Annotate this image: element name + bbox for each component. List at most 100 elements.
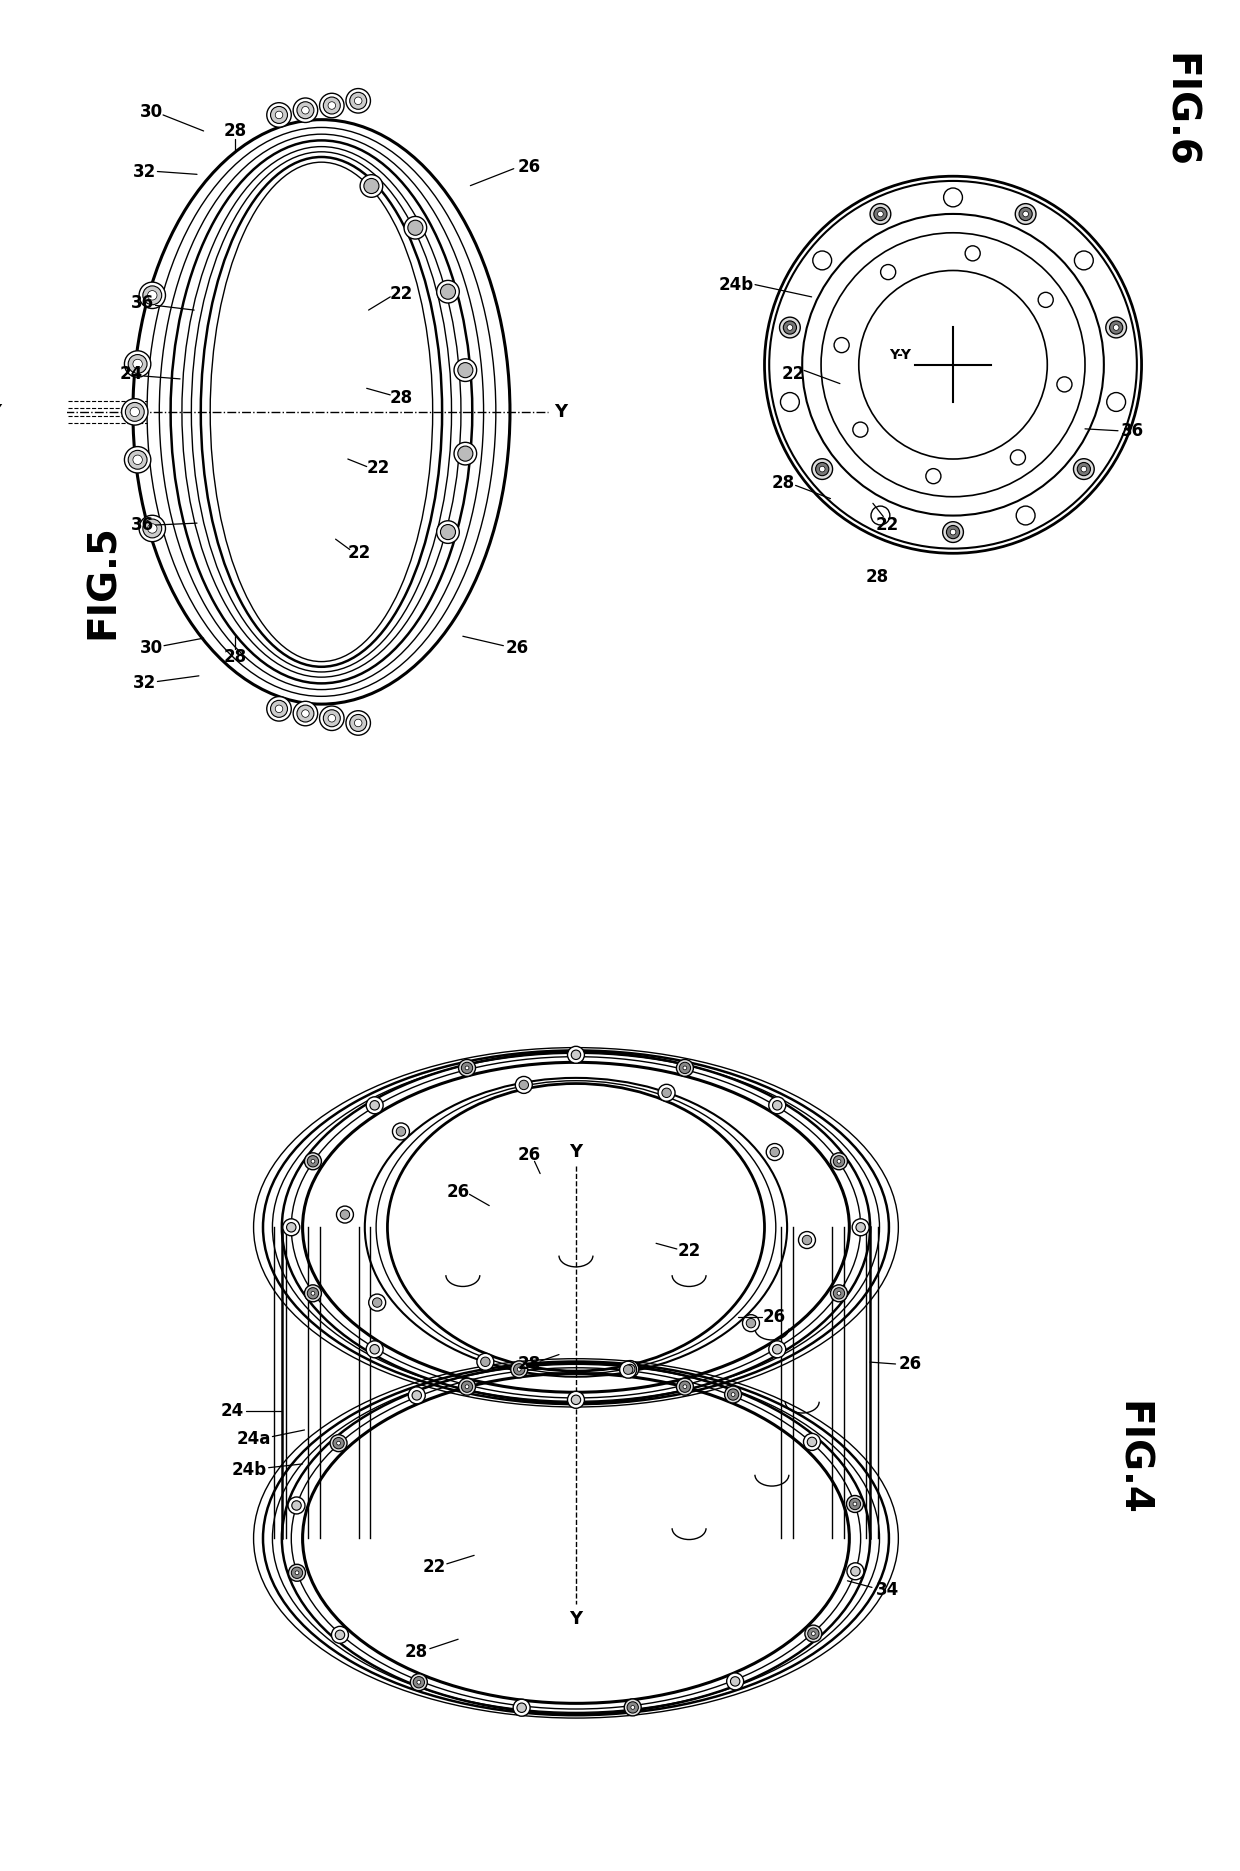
Circle shape: [275, 705, 283, 713]
Circle shape: [440, 284, 455, 299]
Circle shape: [802, 1235, 812, 1244]
Circle shape: [1078, 462, 1090, 475]
Circle shape: [880, 264, 895, 279]
Circle shape: [950, 529, 956, 535]
Circle shape: [350, 92, 367, 109]
Text: FIG.5: FIG.5: [84, 524, 122, 640]
Circle shape: [853, 423, 868, 438]
Circle shape: [620, 1362, 636, 1379]
Text: FIG.6: FIG.6: [1161, 52, 1198, 168]
Circle shape: [851, 1566, 861, 1575]
Text: Y: Y: [554, 402, 568, 421]
Circle shape: [516, 1076, 532, 1093]
Circle shape: [625, 1364, 635, 1373]
Circle shape: [128, 355, 148, 374]
Text: 28: 28: [223, 122, 247, 140]
Circle shape: [517, 1703, 526, 1712]
Text: 26: 26: [899, 1355, 923, 1373]
Circle shape: [372, 1298, 382, 1308]
Circle shape: [627, 1703, 639, 1714]
Circle shape: [410, 1675, 428, 1691]
Circle shape: [461, 1063, 472, 1074]
Circle shape: [477, 1353, 494, 1370]
Circle shape: [1016, 204, 1035, 225]
Circle shape: [148, 290, 157, 299]
Circle shape: [143, 518, 161, 537]
Circle shape: [275, 110, 283, 118]
Circle shape: [295, 1572, 299, 1575]
Circle shape: [305, 1153, 321, 1169]
Text: 22: 22: [347, 544, 371, 563]
Circle shape: [769, 1342, 786, 1358]
Circle shape: [784, 322, 796, 335]
Text: 26: 26: [763, 1308, 785, 1327]
Circle shape: [732, 1392, 735, 1396]
Circle shape: [340, 1211, 350, 1220]
Circle shape: [324, 709, 340, 726]
Circle shape: [1011, 449, 1025, 466]
Circle shape: [130, 408, 140, 417]
Circle shape: [461, 1381, 472, 1392]
Circle shape: [631, 1706, 635, 1710]
Circle shape: [853, 1502, 857, 1506]
Text: 26: 26: [517, 157, 541, 176]
Circle shape: [946, 526, 960, 539]
Circle shape: [870, 204, 890, 225]
Circle shape: [355, 718, 362, 726]
Circle shape: [458, 445, 472, 460]
Circle shape: [787, 326, 792, 331]
Circle shape: [831, 1285, 847, 1302]
Circle shape: [366, 1096, 383, 1113]
Circle shape: [780, 318, 800, 339]
Text: 32: 32: [133, 674, 156, 692]
Circle shape: [1074, 251, 1094, 269]
Circle shape: [766, 1143, 784, 1160]
Circle shape: [139, 515, 165, 541]
Circle shape: [1074, 458, 1094, 479]
Circle shape: [1106, 318, 1126, 339]
Text: 30: 30: [140, 638, 164, 657]
Circle shape: [944, 187, 962, 208]
Text: Y: Y: [569, 1143, 583, 1160]
Text: 26: 26: [446, 1184, 470, 1201]
Circle shape: [133, 359, 143, 369]
Circle shape: [517, 1368, 521, 1371]
Circle shape: [301, 709, 309, 717]
Circle shape: [368, 1295, 386, 1312]
Circle shape: [874, 208, 887, 221]
Circle shape: [847, 1495, 863, 1512]
Circle shape: [624, 1366, 632, 1375]
Circle shape: [572, 1050, 580, 1059]
Circle shape: [1056, 376, 1071, 391]
Circle shape: [1019, 208, 1032, 221]
Circle shape: [1107, 393, 1126, 412]
Circle shape: [568, 1046, 584, 1063]
Circle shape: [773, 1100, 782, 1110]
Circle shape: [812, 458, 832, 479]
Circle shape: [128, 451, 148, 470]
Circle shape: [366, 1342, 383, 1358]
Circle shape: [124, 447, 151, 473]
Circle shape: [148, 524, 157, 533]
Text: 24: 24: [119, 365, 143, 384]
Text: 36: 36: [130, 516, 154, 533]
Circle shape: [831, 1153, 847, 1169]
Circle shape: [965, 245, 980, 260]
Circle shape: [417, 1680, 420, 1684]
Circle shape: [743, 1315, 759, 1332]
Circle shape: [346, 711, 371, 735]
Circle shape: [308, 1287, 319, 1298]
Circle shape: [291, 1568, 303, 1579]
Circle shape: [454, 359, 476, 382]
Text: FIG.4: FIG.4: [1114, 1401, 1151, 1516]
Text: 32: 32: [133, 163, 156, 180]
Text: 24b: 24b: [719, 275, 754, 294]
Circle shape: [311, 1291, 315, 1295]
Circle shape: [1081, 466, 1086, 471]
Circle shape: [337, 1441, 341, 1444]
Text: 28: 28: [517, 1355, 541, 1373]
Text: 22: 22: [781, 365, 805, 384]
Circle shape: [837, 1291, 841, 1295]
Circle shape: [296, 705, 314, 722]
Circle shape: [360, 174, 383, 196]
